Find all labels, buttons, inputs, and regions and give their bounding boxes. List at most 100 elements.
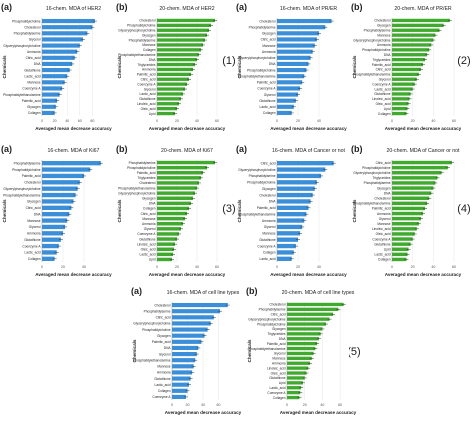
chart3-category-9: Phosphatidylcholine	[247, 68, 276, 72]
chart6-category-16: Glutathione	[139, 237, 156, 241]
chart7-bar-5	[277, 186, 315, 191]
chart3-category-11: Palmitic_acid	[257, 81, 276, 85]
chart3-category-1: Cholesterol	[259, 19, 275, 23]
chart10-x-tick-0: 0	[286, 403, 288, 407]
chart4-bar-15	[392, 87, 413, 91]
chart2-category-14: Coenzyme A	[137, 82, 156, 86]
chart7-bar-8	[277, 205, 309, 210]
chart8-category-6: Glycogen	[377, 186, 391, 190]
chart10-bar-6	[287, 327, 323, 331]
chart9-bar-10	[172, 358, 196, 363]
chart1-category-8: DNA	[34, 62, 42, 66]
chart1-category-4: Glycerol	[29, 38, 41, 42]
chart-panel-9: (a) 16-chem. MDA of cell line types 0 20 40 6…	[131, 286, 242, 415]
chart9-bar-4	[172, 321, 211, 326]
chart8-bar-17	[392, 242, 411, 246]
chart7-bar-14	[277, 243, 296, 249]
chart8-category-16: Coenzyme A	[372, 237, 391, 241]
chart4-category-17: Linoleic_acid	[372, 97, 391, 101]
chart4-category-3: Phosphatidylserine	[364, 28, 391, 32]
chart10-category-16: Glutathione	[269, 376, 286, 380]
chart5-category-1: Phosphatidylserine	[14, 161, 41, 165]
chart6-bar-12	[157, 216, 185, 221]
chart3-bar-2	[277, 25, 326, 30]
chart2-bar-20	[157, 111, 175, 116]
chart5-bar-14	[42, 243, 59, 249]
chart7-category-3: Phosphatidylserine	[249, 174, 276, 178]
chart8-category-3: Glycerylphosphorylcholine	[353, 171, 390, 175]
chart1-bar-13	[42, 92, 60, 97]
chart6-bar-18	[157, 247, 174, 251]
chart1-bar-8	[42, 61, 73, 67]
chart5-bar-11	[42, 224, 66, 230]
chart6-bar-17	[157, 242, 175, 246]
chart7-bar-15	[277, 250, 294, 255]
chart2-bar-12	[157, 72, 191, 77]
chart8-category-8: Cholesterol	[374, 196, 390, 200]
chart10-bar-16	[287, 376, 305, 380]
group-label-3: (3)	[222, 203, 235, 215]
chart9-x-tick-0: 0	[171, 403, 173, 407]
group-label-2: (2)	[457, 55, 470, 67]
chart3-category-4: Citric_acid	[261, 38, 276, 42]
chart4-category-2: Glycogen	[377, 24, 391, 28]
chart8-category-17: Glutathione	[374, 242, 391, 246]
chart4-category-16: Glutathione	[374, 92, 391, 96]
chart6-category-19: Lactic_acid	[140, 253, 156, 257]
chart10-bar-9	[287, 341, 318, 346]
chart3-category-14: Glutathione	[259, 99, 276, 103]
chart4-bar-5	[392, 38, 434, 42]
chart10-category-4: Glycerylphosphorylcholine	[248, 317, 285, 321]
chart7-bar-2	[277, 167, 326, 172]
chart1-bar-16	[42, 110, 55, 116]
chart1-bar-7	[42, 55, 75, 60]
chart6-category-8: Glycogen	[142, 196, 156, 200]
chart10-category-18: Lactic_acid	[270, 386, 286, 390]
chart5-panel-label: (a)	[1, 144, 12, 154]
chart2-category-2: Phosphatidylcholine	[127, 24, 156, 28]
chart1-x-axis-label: Averaged mean decrease accuracy	[35, 126, 112, 131]
chart5-bar-13	[42, 237, 61, 242]
chart4-bar-20	[392, 111, 407, 116]
chart7-y-axis-label: Chemicals	[237, 199, 242, 222]
chart1-category-15: Glycogen	[27, 105, 41, 109]
chart3-panel-label: (a)	[236, 2, 247, 12]
chart3-category-10: Phosphatidylethanolamine	[238, 74, 276, 78]
chart2-x-axis-label: Averaged mean decrease accuracy	[149, 126, 226, 131]
chart2-category-16: Lactic_acid	[140, 92, 156, 96]
chart10-category-11: Glycerol	[274, 352, 286, 356]
chart3-category-7: Glycerylphosphorylcholine	[238, 56, 275, 60]
chart6-bar-10	[157, 206, 189, 211]
chart2-bar-10	[157, 62, 195, 67]
chart9-x-tick-3: 60	[217, 403, 221, 407]
chart4-category-1: Cholesterol	[374, 19, 390, 23]
chart6-bar-16	[157, 237, 177, 241]
chart5-category-4: Cholesterol	[24, 181, 40, 185]
chart9-category-16: Coenzyme A	[152, 395, 171, 399]
chart6-bar-5	[157, 181, 199, 185]
chart8-bar-2	[392, 165, 448, 170]
chart8-x-axis-label: Averaged mean decrease accuracy	[385, 272, 462, 277]
chart10-category-7: Triglycerides	[268, 332, 286, 336]
chart8-y-axis-label: Chemicals	[352, 199, 357, 222]
chart2-plot-area	[157, 18, 217, 116]
chart2-x-tick-0: 0	[156, 119, 158, 123]
chart1-bar-2	[42, 25, 93, 30]
chart5-bar-5	[42, 186, 78, 191]
chart6-bar-11	[157, 211, 187, 216]
chart3-bar-3	[277, 31, 319, 36]
chart4-x-tick-0: 0	[391, 119, 393, 123]
chart7-bar-10	[277, 218, 305, 223]
chart6-category-1: Phosphatidylserine	[129, 161, 156, 165]
chart6-y-axis-label: Chemicals	[117, 199, 122, 222]
chart9-category-4: Glycerylphosphorylcholine	[133, 322, 170, 326]
chart1-bar-11	[42, 80, 65, 85]
chart6-x-tick-3: 60	[215, 265, 219, 269]
chart8-category-20: Collagen	[378, 258, 391, 262]
chart10-bar-19	[287, 390, 301, 395]
chart3-bar-9	[277, 67, 307, 73]
chart9-x-tick-1: 20	[186, 403, 190, 407]
chart8-category-2: Phosphatidylcholine	[362, 166, 391, 170]
chart4-bar-18	[392, 102, 409, 106]
